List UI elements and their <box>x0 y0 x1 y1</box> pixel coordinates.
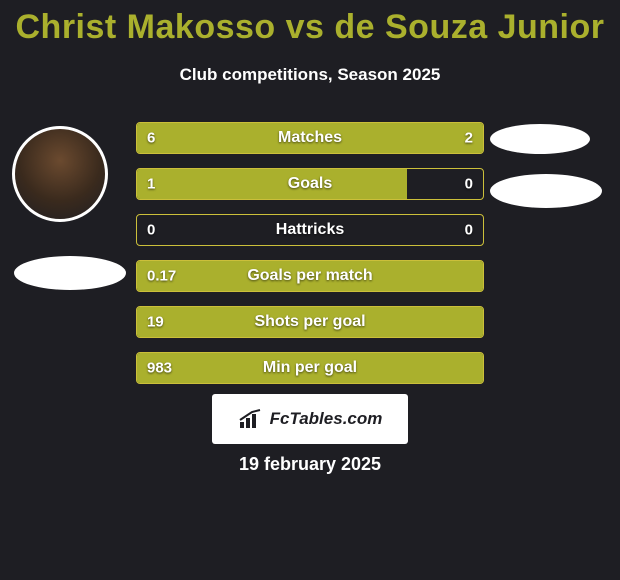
bar-row: 6 Matches 2 <box>136 122 484 154</box>
bar-left-value: 983 <box>147 360 172 377</box>
subtitle: Club competitions, Season 2025 <box>0 65 620 85</box>
player1-name-pill <box>14 256 126 290</box>
player1-avatar <box>12 126 108 222</box>
bar-fill-left <box>137 123 397 153</box>
date-text: 19 february 2025 <box>0 454 620 475</box>
bar-left-value: 6 <box>147 130 155 147</box>
bar-right-value: 0 <box>465 222 473 239</box>
bar-row: 0 Hattricks 0 <box>136 214 484 246</box>
logo-text: FcTables.com <box>270 409 383 429</box>
bar-label: Matches <box>278 129 342 147</box>
chart-icon <box>238 408 264 430</box>
bar-row: 0.17 Goals per match <box>136 260 484 292</box>
bar-left-value: 0.17 <box>147 268 176 285</box>
bar-row: 19 Shots per goal <box>136 306 484 338</box>
bar-left-value: 19 <box>147 314 164 331</box>
player2-name-pill-2 <box>490 174 602 208</box>
bar-label: Shots per goal <box>254 313 365 331</box>
bar-label: Goals <box>288 175 332 193</box>
page-title: Christ Makosso vs de Souza Junior <box>0 0 620 47</box>
bar-right-value: 2 <box>465 130 473 147</box>
bar-label: Goals per match <box>247 267 372 285</box>
bar-row: 1 Goals 0 <box>136 168 484 200</box>
bar-left-value: 1 <box>147 176 155 193</box>
bar-row: 983 Min per goal <box>136 352 484 384</box>
comparison-bars: 6 Matches 2 1 Goals 0 0 Hattricks 0 0.17… <box>136 122 484 398</box>
bar-fill-left <box>137 169 407 199</box>
bar-label: Hattricks <box>276 221 344 239</box>
bar-label: Min per goal <box>263 359 357 377</box>
fctables-logo: FcTables.com <box>212 394 408 444</box>
player2-name-pill-1 <box>490 124 590 154</box>
bar-right-value: 0 <box>465 176 473 193</box>
bar-left-value: 0 <box>147 222 155 239</box>
